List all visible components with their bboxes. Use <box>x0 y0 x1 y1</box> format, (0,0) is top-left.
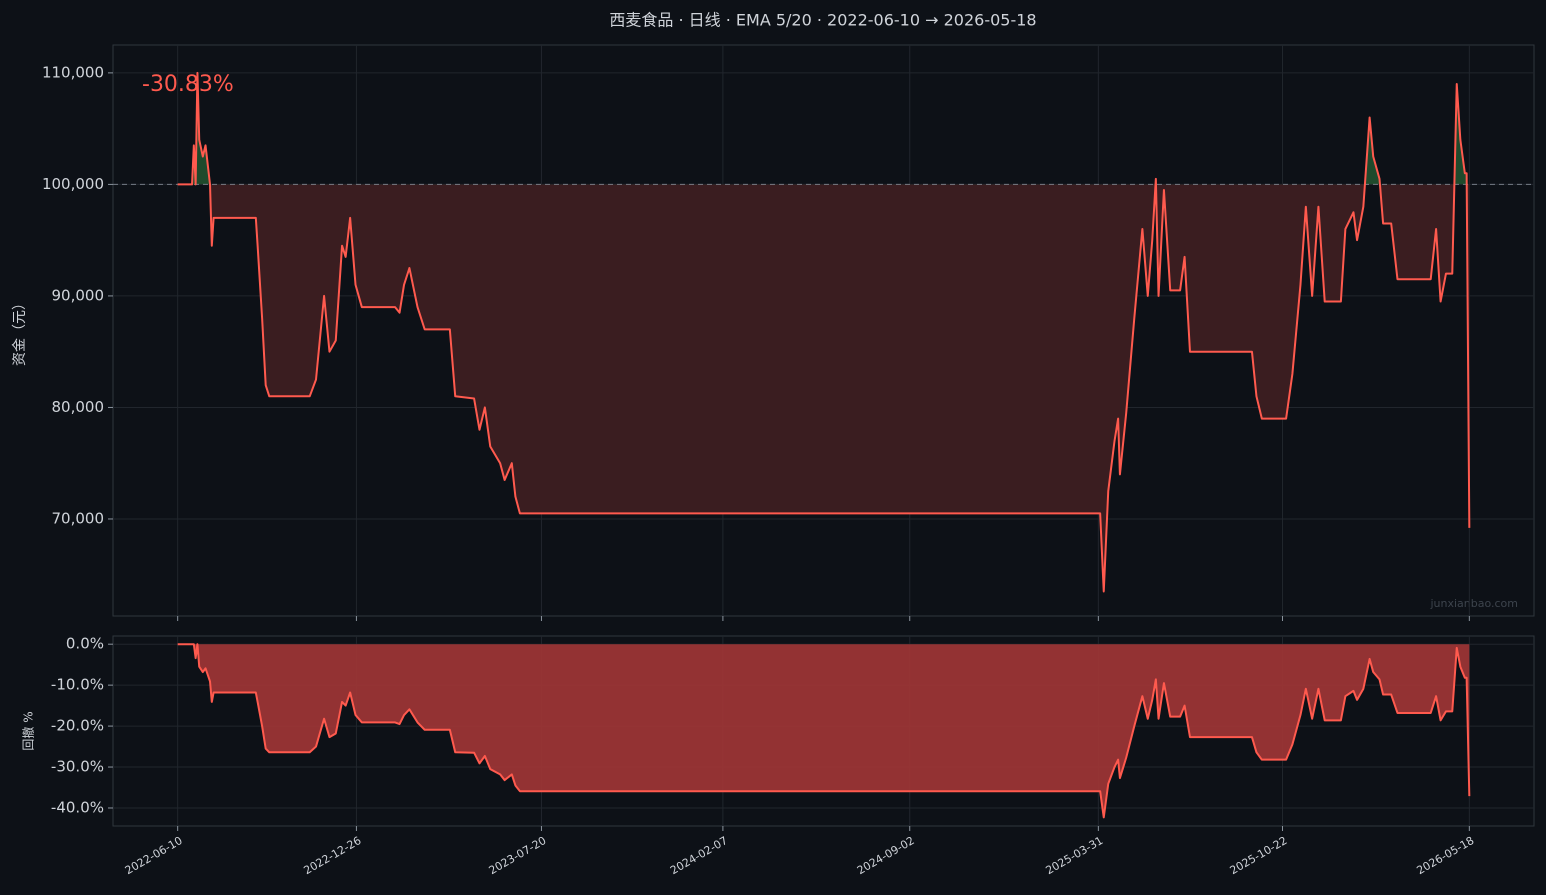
chart-title: 西麦食品 · 日线 · EMA 5/20 · 2022-06-10 → 2026… <box>609 11 1036 30</box>
y-tick-label: -30.0% <box>51 758 104 776</box>
return-annotation: -30.83% <box>142 72 234 97</box>
watermark: junxianbao.com <box>1429 597 1518 610</box>
y-tick-label: 0.0% <box>66 635 104 653</box>
y-tick-label: -40.0% <box>51 798 104 816</box>
top-panel-frame <box>112 44 1535 617</box>
y-tick-label: -20.0% <box>51 717 104 735</box>
area-below <box>210 184 1470 592</box>
y-tick-label: 110,000 <box>42 63 104 81</box>
y-tick-label: 70,000 <box>52 509 105 527</box>
y-tick-label: 90,000 <box>52 286 105 304</box>
y-tick-label: 80,000 <box>52 398 105 416</box>
y-tick-label: 100,000 <box>42 175 104 193</box>
y-axis-label: 回撤 % <box>21 711 36 750</box>
bottom-panel-frame <box>112 635 1535 827</box>
y-axis-label: 资金（元） <box>12 296 28 366</box>
y-tick-label: -10.0% <box>51 676 104 694</box>
series-line <box>177 71 1471 593</box>
series-line <box>177 643 1471 819</box>
